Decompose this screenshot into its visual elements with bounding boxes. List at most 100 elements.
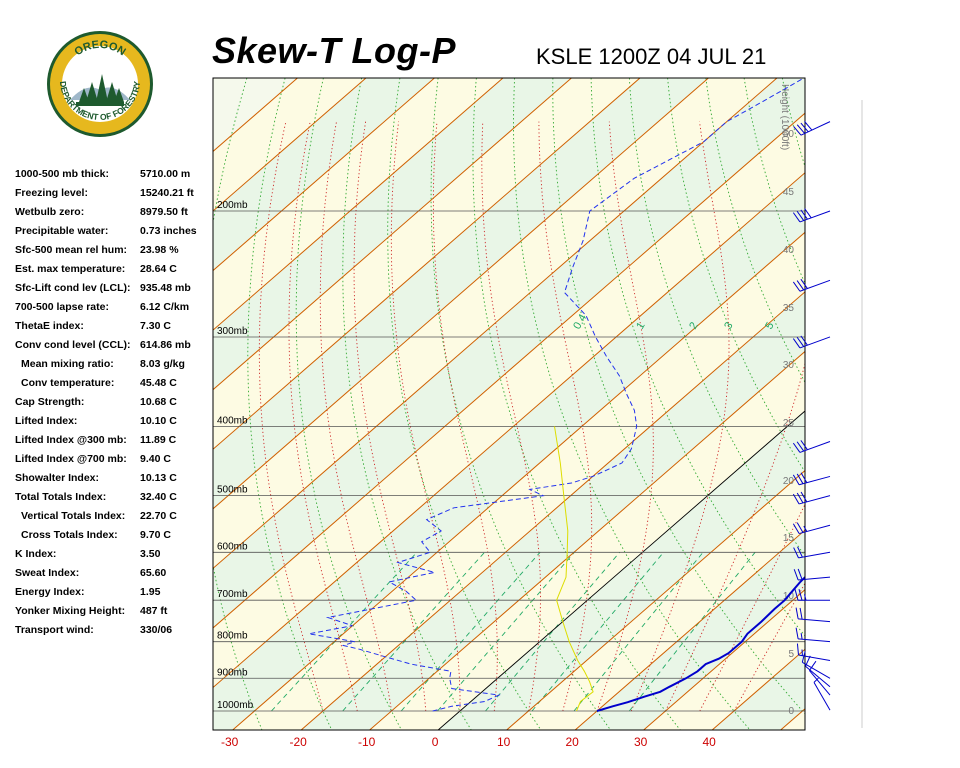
stat-row: Sfc-500 mean rel hum: 23.98 % [15, 244, 210, 263]
wind-barb [792, 472, 831, 486]
stat-value: 10.10 C [140, 415, 177, 427]
stat-label: Est. max temperature: [15, 263, 126, 275]
pressure-label: 1000mb [217, 700, 254, 711]
wind-barb [793, 546, 831, 559]
pressure-label: 600mb [217, 541, 248, 552]
stat-row: Transport wind: 330/06 [15, 624, 210, 643]
barb-staff [813, 682, 831, 711]
barb-flag [796, 522, 804, 533]
isotherm [213, 172, 805, 689]
x-tick-label: -30 [221, 735, 239, 749]
dry-adiabat [472, 78, 681, 730]
stat-label: Yonker Mixing Height: [15, 605, 126, 617]
barb-flag [796, 210, 805, 221]
moist-adiabat [538, 121, 593, 712]
stat-row: Est. max temperature: 28.64 C [15, 263, 210, 282]
dry-adiabat [897, 78, 960, 730]
dry-adiabat [213, 78, 263, 730]
x-tick-label: 20 [565, 735, 579, 749]
height-tick-label: 20 [783, 476, 795, 487]
barb-flag [795, 607, 799, 619]
wind-barb [796, 643, 831, 662]
grid-lines [213, 78, 960, 730]
moist-adiabat [258, 121, 324, 712]
dry-adiabat [552, 78, 805, 715]
stat-row: Cross Totals Index: 9.70 C [15, 529, 210, 548]
x-tick-label: -10 [358, 735, 376, 749]
x-tick-label: 30 [634, 735, 648, 749]
barb-flag [793, 547, 799, 559]
stat-row: Total Totals Index: 32.40 C [15, 491, 210, 510]
pressure-label: 400mb [217, 415, 248, 426]
stat-label: Lifted Index @300 mb: [15, 434, 127, 446]
barb-flag [796, 124, 806, 134]
stat-value: 65.60 [140, 567, 167, 579]
wind-barb [792, 440, 831, 453]
profile-series [308, 78, 805, 712]
stat-value: 10.13 C [140, 472, 177, 484]
barb-flag [800, 278, 808, 289]
dry-adiabat [821, 78, 960, 730]
wind-barb [813, 677, 831, 711]
barb-flag [804, 121, 813, 131]
parcel-line [554, 426, 594, 712]
stat-label: Lifted Index @700 mb: [15, 453, 127, 465]
isotherm [213, 78, 367, 212]
isotherm [300, 291, 805, 730]
isotherm [369, 350, 805, 730]
barb-staff [799, 441, 831, 453]
dry-adiabat [295, 78, 402, 730]
dry-adiabat [935, 78, 960, 730]
stat-label: Conv temperature: [21, 377, 115, 389]
height-tick-label: 30 [783, 360, 795, 371]
stat-label: K Index: [15, 548, 57, 560]
barb-flag [792, 493, 800, 505]
mixing-ratio-line [573, 552, 704, 712]
oregon-forestry-logo: OREGON DEPARTMENT OF FORESTRY [47, 31, 153, 137]
dry-adiabat [247, 78, 333, 730]
barb-staff [800, 121, 831, 136]
stat-row: Conv cond level (CCL): 614.86 mb [15, 339, 210, 358]
height-tick-label: 25 [783, 418, 795, 429]
stat-row: Wetbulb zero: 8979.50 ft [15, 206, 210, 225]
barb-staff [798, 551, 831, 559]
stability-indices-panel: 1000-500 mb thick: 5710.00 m Freezing leve… [15, 168, 210, 643]
stat-value: 9.70 C [140, 529, 171, 541]
stat-value: 32.40 C [140, 491, 177, 503]
barb-staff [798, 654, 831, 662]
stat-label: Vertical Totals Index: [21, 510, 126, 522]
wind-barb [793, 568, 831, 581]
stat-label: Wetbulb zero: [15, 206, 85, 218]
wind-barb [792, 522, 831, 535]
stat-value: 15240.21 ft [140, 187, 194, 199]
barb-flag [796, 473, 804, 484]
stat-row: Showalter Index: 10.13 C [15, 472, 210, 491]
stat-value: 6.12 C/km [140, 301, 190, 313]
barb-flag [797, 546, 803, 558]
isotherm [232, 231, 805, 730]
barb-staff [798, 495, 831, 505]
barb-staff [798, 576, 831, 581]
barb-staff [798, 524, 831, 535]
moist-adiabat [481, 121, 541, 712]
stat-label: Energy Index: [15, 586, 85, 598]
barb-flag [800, 472, 808, 483]
moist-adiabat [699, 503, 805, 712]
stat-row: K Index: 3.50 [15, 548, 210, 567]
barb-flag [801, 651, 806, 663]
pressure-label: 500mb [217, 485, 248, 496]
moist-adiabat [288, 121, 358, 712]
barb-flag [799, 607, 803, 620]
stat-value: 7.30 C [140, 320, 171, 332]
wind-barb [801, 651, 831, 679]
barb-flag [794, 589, 799, 601]
barb-flag [792, 338, 801, 349]
x-tick-label: -20 [289, 735, 307, 749]
stat-row: Freezing level: 15240.21 ft [15, 187, 210, 206]
mixing-ratio-line [628, 552, 756, 712]
isotherm-band [780, 708, 805, 730]
stat-row: Mean mixing ratio: 8.03 g/kg [15, 358, 210, 377]
barb-flag [798, 589, 803, 601]
isotherm [574, 529, 805, 730]
background-bands [213, 78, 805, 730]
